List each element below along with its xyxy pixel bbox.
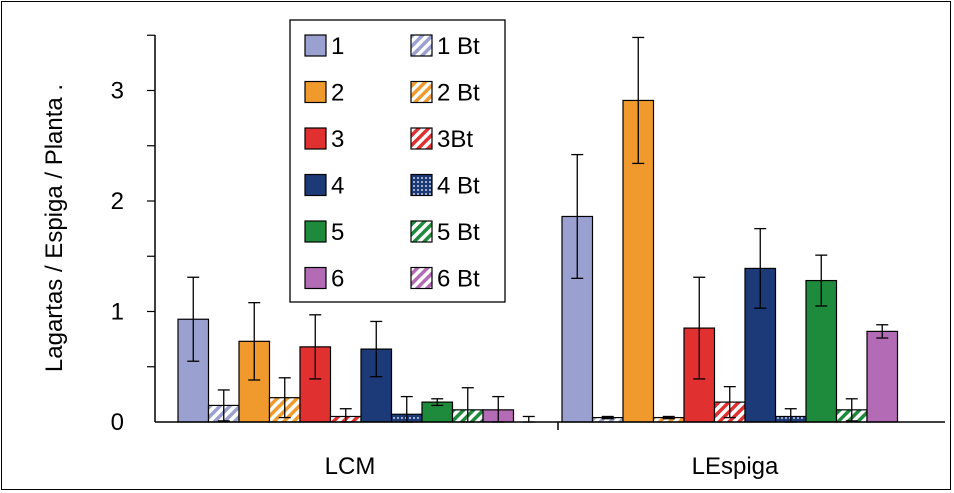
x-tick-label: LEspiga	[692, 453, 779, 480]
error-bar	[309, 314, 322, 380]
error-bar	[431, 398, 444, 407]
legend-swatch	[304, 127, 327, 150]
y-axis-title: Lagartas / Espiga / Planta .	[41, 84, 68, 372]
legend-swatch	[304, 34, 327, 57]
error-bar	[601, 415, 614, 420]
error-bar	[632, 36, 645, 165]
legend-swatch	[410, 220, 433, 243]
legend-box	[289, 19, 506, 303]
legend-label: 3	[331, 126, 344, 153]
error-bar	[187, 276, 200, 362]
legend-label: 4	[331, 173, 344, 200]
legend-label: 4 Bt	[437, 173, 480, 200]
legend-label: 2	[331, 80, 344, 107]
legend-swatch	[304, 173, 327, 197]
legend-swatch	[410, 34, 433, 57]
legend-swatch	[304, 80, 327, 104]
error-bar	[754, 227, 767, 309]
legend: 1 1 Bt 2 2 Bt 3 3Bt 4 4 Bt 5 5 Bt 6 6 Bt	[289, 19, 506, 303]
error-bar	[571, 153, 584, 280]
y-tick-label: 3	[111, 78, 124, 105]
y-tick-label: 1	[111, 299, 124, 326]
legend-swatch	[304, 220, 327, 243]
error-bar	[522, 415, 535, 423]
y-tick-label: 2	[111, 188, 124, 215]
error-bar	[815, 254, 828, 307]
error-bar	[693, 276, 706, 380]
legend-label: 1 Bt	[437, 33, 480, 60]
error-bar	[248, 302, 261, 381]
error-bar	[370, 320, 383, 378]
legend-swatch	[410, 80, 433, 104]
legend-label: 6	[331, 266, 344, 293]
legend-label: 3Bt	[437, 126, 473, 153]
legend-swatch	[304, 266, 327, 290]
legend-label: 5	[331, 219, 344, 246]
error-bar	[662, 415, 675, 420]
legend-label: 5 Bt	[437, 219, 480, 246]
error-bar	[845, 398, 858, 422]
error-bar	[278, 377, 291, 419]
y-tick-label: 0	[111, 409, 124, 436]
legend-swatch	[410, 127, 433, 150]
error-bar	[723, 385, 736, 419]
legend-swatch	[410, 173, 433, 197]
legend-label: 1	[331, 33, 344, 60]
x-tick-label: LCM	[325, 453, 376, 480]
legend-swatch	[410, 266, 433, 290]
bar-lespiga-6	[866, 330, 899, 423]
error-bar	[217, 389, 230, 422]
legend-label: 2 Bt	[437, 80, 480, 107]
legend-label: 6 Bt	[437, 266, 480, 293]
error-bar	[876, 324, 889, 339]
